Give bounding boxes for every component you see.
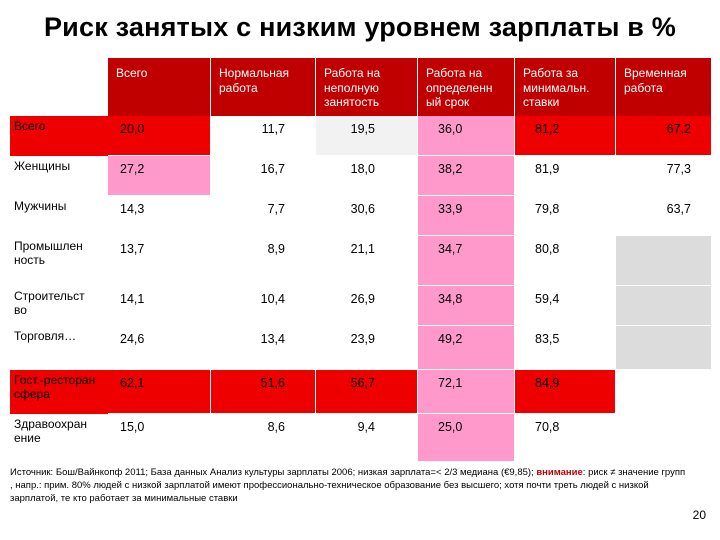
table-cell: 34,8 [418, 286, 514, 325]
table-cell: 24,6 [108, 326, 210, 369]
row-label: Торговля… [14, 329, 77, 343]
table-cell: 72,1 [418, 370, 514, 413]
row-label: Здравоохран ение [14, 417, 88, 445]
table-cell: 62,1 [108, 370, 210, 413]
table-cell: 13,7 [108, 236, 210, 285]
table-cell: 27,2 [108, 156, 210, 195]
row-label: Промышлен ность [14, 239, 83, 267]
table-cell: 10,4 [211, 286, 315, 325]
table-cell [616, 370, 711, 413]
source-note: Источник: Бош/Вайнкопф 2011; База данных… [10, 466, 690, 505]
table-cell: 23,9 [316, 326, 417, 369]
table-cell: 15,0 [108, 414, 210, 461]
table-cell: 8,6 [211, 414, 315, 461]
row-label: Мужчины [14, 199, 67, 213]
data-table: Всего Нормальная работа Работа на неполную… [10, 58, 712, 461]
column-header-3: Работа на определенн ый срок [418, 58, 514, 116]
table-cell: 34,7 [418, 236, 514, 285]
column-header-2: Работа на неполную занятость [316, 58, 417, 116]
row-label: Гост.-ресторан сфера [10, 370, 108, 414]
table-cell: 9,4 [316, 414, 417, 461]
column-header-1: Нормальная работа [211, 58, 315, 116]
table-cell: 30,6 [316, 196, 417, 235]
table-cell: 81,9 [515, 156, 615, 195]
source-warning: внимание [536, 467, 583, 478]
table-cell: 18,0 [316, 156, 417, 195]
table-cell: 70,8 [515, 414, 615, 461]
table-cell: 67,2 [616, 116, 711, 155]
row-label: Всего [10, 116, 108, 156]
table-cell [616, 236, 711, 285]
table-cell: 77,3 [616, 156, 711, 195]
table-cell: 8,9 [211, 236, 315, 285]
table-cell: 14,1 [108, 286, 210, 325]
table-cell: 63,7 [616, 196, 711, 235]
table-cell: 7,7 [211, 196, 315, 235]
table-cell [616, 414, 711, 461]
table-cell: 83,5 [515, 326, 615, 369]
table-cell [616, 326, 711, 369]
column-header-0: Всего [108, 58, 210, 116]
table-cell: 11,7 [211, 116, 315, 155]
table-cell: 20,0 [108, 116, 210, 155]
table-cell: 80,8 [515, 236, 615, 285]
table-cell [616, 286, 711, 325]
table-cell: 51,6 [211, 370, 315, 413]
table-cell: 33,9 [418, 196, 514, 235]
table-cell: 84,9 [515, 370, 615, 413]
table-cell: 13,4 [211, 326, 315, 369]
table-cell: 26,9 [316, 286, 417, 325]
column-header-4: Работа за минимальн. ставки [515, 58, 615, 116]
source-suffix: : риск ≠ значение групп , напр.: прим. 8… [10, 467, 686, 504]
table-cell: 19,5 [316, 116, 417, 155]
table-cell: 38,2 [418, 156, 514, 195]
column-header-5: Временная работа [616, 58, 711, 116]
table-cell: 36,0 [418, 116, 514, 155]
table-cell: 21,1 [316, 236, 417, 285]
table-cell: 25,0 [418, 414, 514, 461]
table-cell: 49,2 [418, 326, 514, 369]
page-number: 20 [692, 508, 706, 522]
table-cell: 56,7 [316, 370, 417, 413]
table-cell: 16,7 [211, 156, 315, 195]
slide-title: Риск занятых с низким уровнем зарплаты в… [43, 12, 677, 42]
source-prefix: Источник: Бош/Вайнкопф 2011; База данных… [10, 467, 537, 478]
table-cell: 59,4 [515, 286, 615, 325]
table-cell: 81,2 [515, 116, 615, 155]
header-corner [10, 58, 108, 116]
row-label: Женщины [14, 159, 71, 173]
row-label: Строительст во [14, 289, 85, 317]
table-cell: 14,3 [108, 196, 210, 235]
table-cell: 79,8 [515, 196, 615, 235]
